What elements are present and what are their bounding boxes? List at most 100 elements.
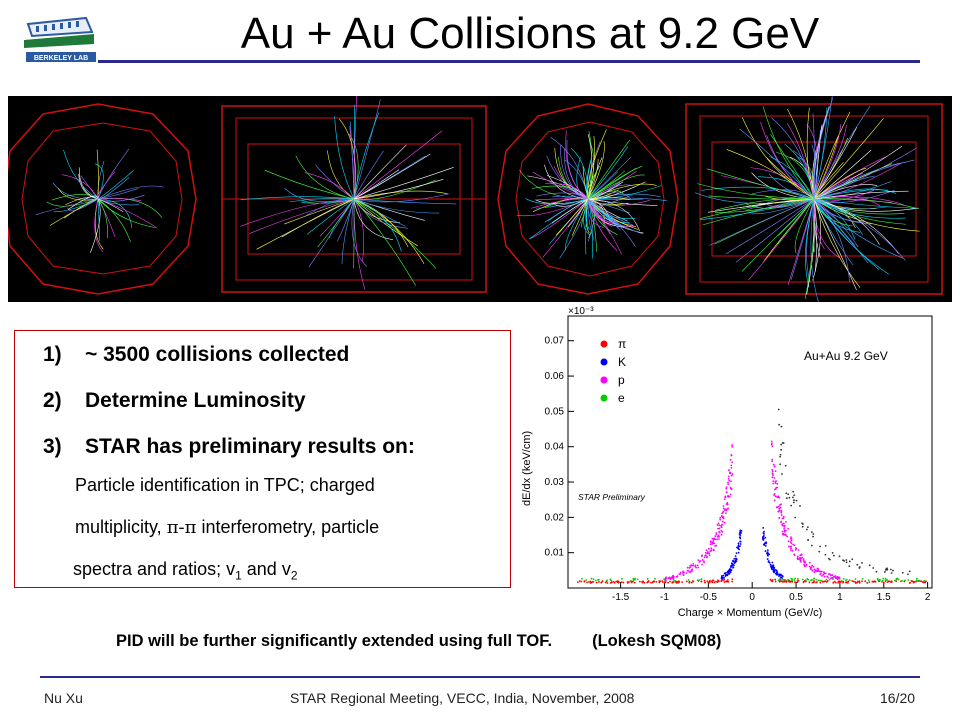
data-point [908, 570, 911, 573]
logo-text: BERKELEY LAB [34, 55, 88, 62]
data-point [672, 575, 675, 578]
event-track [810, 198, 819, 302]
event-track [295, 155, 355, 200]
data-point [793, 499, 795, 502]
data-point [778, 575, 780, 578]
data-point [594, 579, 597, 582]
data-point [824, 553, 827, 556]
data-point [724, 572, 727, 575]
data-point [706, 556, 708, 559]
event-track [530, 198, 589, 239]
data-point [785, 534, 787, 537]
data-point [591, 580, 594, 583]
event-track [587, 198, 636, 219]
data-point [844, 581, 847, 584]
data-point [776, 486, 779, 489]
data-point [828, 578, 831, 581]
event-track [349, 126, 355, 200]
data-point [896, 578, 898, 581]
data-point [771, 578, 774, 581]
data-point [595, 581, 598, 584]
data-point [770, 580, 773, 582]
data-point [626, 581, 629, 584]
event-track [97, 198, 116, 238]
data-point [773, 568, 776, 571]
event-track [751, 172, 815, 200]
data-point [716, 581, 719, 584]
data-point [636, 578, 639, 581]
data-point [725, 580, 728, 583]
data-point [804, 561, 807, 563]
data-point [814, 570, 817, 572]
data-point [819, 545, 821, 548]
data-point [781, 530, 784, 533]
event-track [587, 198, 629, 205]
data-point [799, 560, 802, 563]
event-track [587, 141, 605, 200]
data-point [590, 577, 593, 580]
data-point [723, 521, 726, 524]
event-track [735, 198, 815, 263]
data-point [845, 578, 848, 581]
data-point [730, 562, 733, 565]
x-axis-label: Charge × Momentum (GeV/c) [678, 607, 823, 619]
event-track [327, 150, 355, 200]
event-track [353, 169, 400, 200]
data-point [720, 526, 723, 529]
data-point [764, 550, 767, 552]
data-point [793, 494, 796, 497]
event-track [787, 108, 815, 200]
event-track [813, 198, 818, 272]
event-track [748, 198, 815, 281]
data-point [586, 581, 588, 584]
data-point [673, 580, 675, 582]
data-point [616, 580, 619, 583]
event-track [351, 198, 367, 267]
data-point [794, 548, 797, 551]
event-track [536, 192, 589, 200]
data-point [808, 561, 811, 564]
data-point [740, 529, 743, 532]
data-point [722, 574, 725, 577]
data-point [812, 535, 814, 538]
event-track [702, 198, 815, 226]
data-point [904, 579, 906, 582]
data-point [790, 549, 792, 552]
data-point [768, 561, 771, 564]
data-point [653, 580, 656, 583]
data-point [671, 581, 674, 584]
data-point [589, 582, 592, 584]
data-point [802, 559, 805, 562]
data-point [688, 580, 691, 583]
data-point [780, 511, 783, 514]
data-point [715, 532, 718, 534]
event-track [353, 198, 425, 221]
event-track [811, 144, 817, 200]
legend-marker [600, 394, 608, 402]
event-track [813, 96, 833, 200]
data-point [701, 563, 703, 566]
data-point [675, 575, 678, 578]
event-track [90, 198, 101, 253]
data-point [737, 542, 740, 545]
data-point [802, 581, 805, 584]
event-track [97, 188, 139, 200]
data-point [787, 527, 790, 530]
data-point [773, 494, 775, 497]
data-point [845, 559, 848, 561]
data-point [630, 581, 633, 584]
data-point [799, 559, 802, 562]
data-point [779, 580, 782, 583]
data-point [784, 464, 787, 467]
y-multiplier: ×10⁻³ [568, 306, 594, 317]
data-point [864, 580, 867, 583]
data-point [774, 495, 777, 498]
data-point [723, 498, 726, 500]
data-point [735, 558, 738, 561]
data-point [787, 540, 790, 543]
data-point [739, 540, 742, 543]
event-track [97, 198, 124, 213]
data-point [815, 578, 818, 581]
data-point [780, 443, 783, 446]
detail-line-1: Particle identification in TPC; charged [75, 475, 375, 495]
